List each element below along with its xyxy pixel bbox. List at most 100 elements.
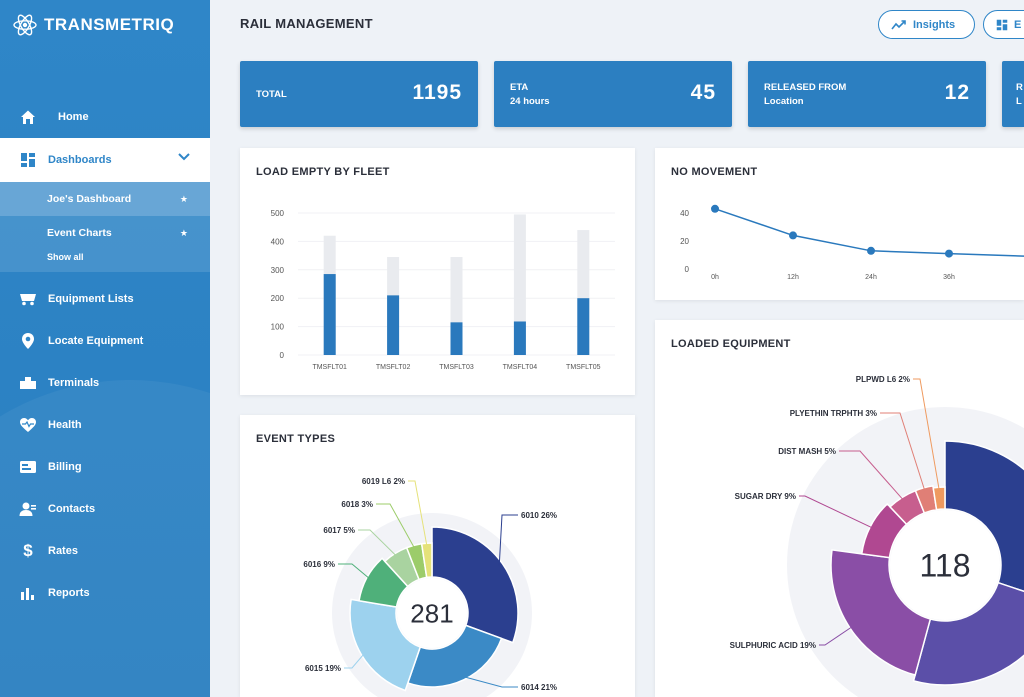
slice-label: 6016 9% [303, 560, 335, 569]
label-leader-line [376, 503, 416, 550]
sidebar-item-terminals[interactable]: Terminals [0, 362, 210, 404]
x-tick-label: TMSFLT04 [503, 364, 538, 371]
slice-label: PLPWD L6 2% [856, 375, 910, 384]
card-title: LOADED EQUIPMENT [671, 338, 791, 350]
donut-center [397, 578, 467, 648]
label-leader-line [913, 378, 940, 492]
slice-label: 6010 26% [521, 511, 557, 520]
x-tick-label: 24h [865, 274, 877, 281]
dollar-icon: $ [23, 541, 33, 560]
y-tick-label: 40 [680, 209, 689, 218]
card-load-empty-by-fleet: LOAD EMPTY BY FLEET 0 100 200 300 400 500 TMSF… [240, 148, 635, 395]
sidebar-item-label: Terminals [48, 377, 100, 389]
stat-label-line: Location [764, 96, 804, 107]
slice-label: SUGAR DRY 9% [735, 492, 796, 501]
stat-label-line: TOTAL [256, 89, 287, 100]
export-button[interactable]: E [983, 10, 1024, 39]
stat-label: TOTAL [256, 81, 287, 102]
stat-value: 12 [944, 81, 970, 104]
sidebar-nav: Home Dashboards Joe's Dashboard ★ Event … [0, 96, 210, 614]
sidebar-item-label: Equipment Lists [48, 293, 134, 305]
sidebar-item-billing[interactable]: Billing [0, 446, 210, 488]
show-all-link[interactable]: Show all [47, 252, 84, 262]
stat-label: RELEASED FROM Location [764, 81, 846, 109]
x-tick-label: TMSFLT01 [312, 364, 347, 371]
stat-card-eta[interactable]: ETA 24 hours 45 [494, 61, 732, 127]
x-tick-label: 36h [943, 274, 955, 281]
page-title: RAIL MANAGEMENT [240, 16, 373, 31]
donut-slice [420, 542, 433, 579]
sidebar-subitem-joes-dashboard[interactable]: Joe's Dashboard ★ [0, 182, 210, 216]
stat-label-line: L [1016, 96, 1022, 107]
donut-slice [431, 526, 519, 644]
donut-slice [912, 581, 1024, 686]
sidebar-item-dashboards[interactable]: Dashboards [0, 138, 210, 182]
stat-value: 45 [690, 81, 716, 104]
app-logo[interactable]: TRANSMETRIQ [12, 12, 174, 38]
stat-label: ETA 24 hours [510, 81, 550, 109]
y-tick-label: 20 [680, 237, 689, 246]
star-icon[interactable]: ★ [179, 227, 188, 238]
bar-background [513, 214, 526, 355]
stat-card-released[interactable]: RELEASED FROM Location 12 [748, 61, 986, 127]
sidebar-item-rates[interactable]: $ Rates [0, 530, 210, 572]
stat-card-total[interactable]: TOTAL 1195 [240, 61, 478, 127]
stat-value: 1195 [412, 81, 462, 104]
bar-chart-icon [18, 583, 38, 603]
sidebar-item-label: Dashboards [48, 154, 112, 166]
stat-label-line: 24 hours [510, 96, 550, 107]
sidebar-subitem-label: Joe's Dashboard [47, 193, 132, 205]
y-tick-label: 100 [271, 323, 285, 332]
donut-center-value: 118 [919, 548, 970, 584]
sidebar-item-reports[interactable]: Reports [0, 572, 210, 614]
sidebar-item-locate-equipment[interactable]: Locate Equipment [0, 320, 210, 362]
sidebar-item-contacts[interactable]: Contacts [0, 488, 210, 530]
insights-label: Insights [913, 18, 956, 31]
sidebar-item-label: Health [48, 419, 82, 431]
slice-label: 6014 21% [521, 683, 557, 692]
sidebar-item-equipment-lists[interactable]: Equipment Lists [0, 278, 210, 320]
data-point [867, 246, 875, 255]
sidebar-item-label: Billing [48, 461, 82, 473]
y-tick-label: 500 [271, 209, 285, 218]
donut-slice [932, 486, 946, 511]
donut-center [890, 510, 1000, 620]
y-tick-label: 300 [271, 266, 285, 275]
card-event-types: EVENT TYPES 6010 26% 6014 21% 6015 19% 6016… [240, 415, 635, 697]
label-leader-line [408, 480, 428, 548]
railcar-icon [18, 289, 38, 309]
load-empty-bar-chart: 0 100 200 300 400 500 TMSFLT01 TMSFLT02 TMSFLT03… [271, 209, 615, 371]
chevron-down-icon[interactable] [178, 152, 190, 164]
dashboards-submenu: Joe's Dashboard ★ Event Charts ★ Show al… [0, 182, 210, 272]
card-title: NO MOVEMENT [671, 166, 758, 178]
donut-slice [406, 624, 503, 688]
sidebar-item-health[interactable]: Health [0, 404, 210, 446]
label-leader-line [338, 563, 371, 580]
card-title: LOAD EMPTY BY FLEET [256, 166, 390, 178]
donut-center-value: 281 [410, 598, 453, 628]
x-tick-label: TMSFLT05 [566, 364, 601, 371]
slice-label: 6015 19% [305, 664, 341, 673]
star-icon[interactable]: ★ [179, 193, 188, 204]
sidebar-item-label: Locate Equipment [48, 335, 144, 347]
data-point [945, 249, 953, 258]
bar [513, 321, 526, 355]
label-leader-line [839, 450, 905, 502]
billing-icon [18, 457, 38, 477]
insights-button[interactable]: Insights [878, 10, 975, 39]
y-tick-label: 400 [271, 237, 285, 246]
label-leader-line [358, 529, 398, 558]
slice-label: PLYETHIN TRPHTH 3% [790, 409, 877, 418]
sidebar-item-home[interactable]: Home [0, 96, 210, 138]
terminal-icon [18, 373, 38, 393]
sidebar-subitem-event-charts[interactable]: Event Charts ★ [0, 216, 210, 250]
donut-slice [944, 440, 1024, 593]
sidebar-item-label: Home [58, 111, 89, 123]
export-label: E [1014, 18, 1022, 31]
sidebar-item-label: Rates [48, 545, 78, 557]
app-name: TRANSMETRIQ [44, 15, 175, 34]
label-leader-line [819, 625, 854, 646]
donut-slice [830, 549, 932, 676]
